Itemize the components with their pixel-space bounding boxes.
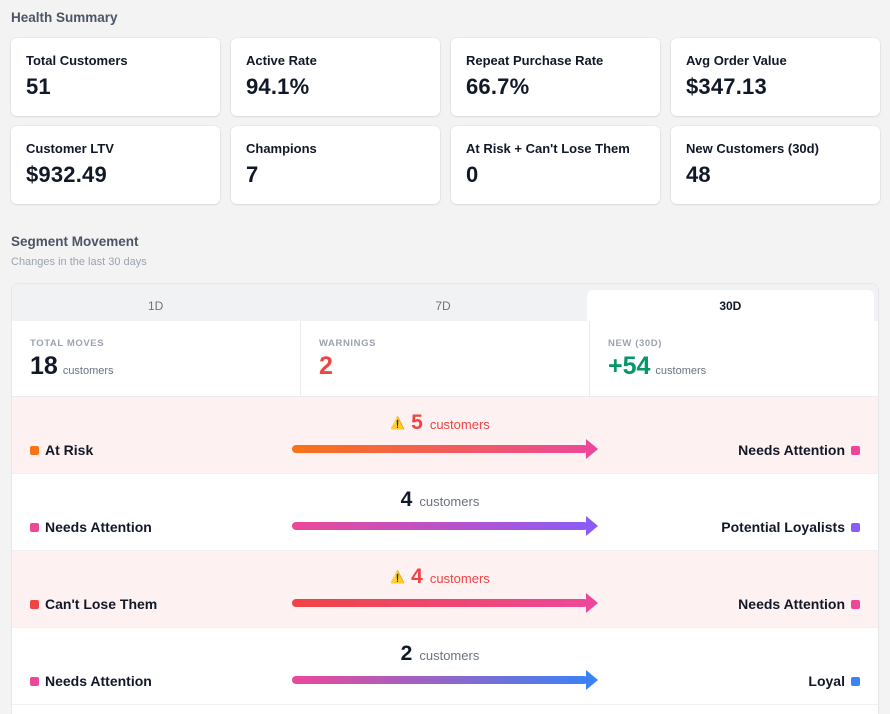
metric-card-customer-ltv: Customer LTV $932.49 — [11, 126, 220, 204]
stat-label: TOTAL MOVES — [30, 338, 105, 349]
from-segment-label: Can't Lose Them — [45, 596, 158, 612]
move-count: 4 — [411, 565, 423, 588]
segment-color-dot — [30, 599, 39, 609]
stat-unit: customers — [655, 365, 707, 377]
from-segment-label: Needs Attention — [45, 673, 152, 689]
segment-color-dot — [851, 599, 860, 609]
segment-color-dot — [851, 522, 860, 532]
metric-card-at-risk: At Risk + Can't Lose Them 0 — [451, 126, 660, 204]
metric-card-new-customers: New Customers (30d) 48 — [671, 126, 880, 204]
to-segment-label: Loyal — [808, 673, 845, 689]
metric-value: 66.7% — [466, 74, 530, 99]
to-segment: Potential Loyalists — [721, 519, 860, 535]
metric-card-champions: Champions 7 — [231, 126, 440, 204]
health-summary-cards: Total Customers 51 Active Rate 94.1% Rep… — [11, 38, 880, 204]
stat-warnings: WARNINGS 2 — [301, 321, 590, 396]
health-summary-title: Health Summary — [11, 10, 118, 25]
segment-color-dot — [851, 676, 860, 686]
move-count-unit: customers — [419, 494, 480, 509]
metric-card-avg-order-value: Avg Order Value $347.13 — [671, 38, 880, 116]
from-segment: Can't Lose Them — [30, 596, 157, 612]
movement-arrow-icon — [292, 516, 598, 536]
warning-icon: ⚠️ — [390, 570, 406, 584]
metric-value: 94.1% — [246, 74, 310, 99]
metric-label: Active Rate — [246, 53, 317, 68]
metric-value: $932.49 — [26, 162, 107, 187]
movement-row: 4 customers Needs Attention Potential Lo… — [12, 474, 878, 551]
segment-color-dot — [851, 445, 860, 455]
from-segment-label: Needs Attention — [45, 519, 152, 535]
from-segment-label: At Risk — [45, 442, 94, 458]
timeframe-tabs: 1D 7D 30D — [12, 284, 878, 321]
metric-card-total-customers: Total Customers 51 — [11, 38, 220, 116]
warning-icon: ⚠️ — [390, 416, 406, 430]
move-count: 5 — [411, 411, 423, 434]
from-segment: Needs Attention — [30, 673, 152, 689]
tab-30d[interactable]: 30D — [586, 290, 874, 321]
move-count-unit: customers — [429, 571, 490, 586]
move-count: 2 — [400, 642, 413, 665]
stat-new-30d: NEW (30D) +54 customers — [590, 321, 878, 396]
stat-label: WARNINGS — [319, 338, 377, 349]
metric-label: Repeat Purchase Rate — [466, 53, 604, 68]
stat-value: +54 — [608, 352, 651, 380]
movement-arrow-icon — [292, 439, 598, 459]
to-segment: Needs Attention — [738, 596, 860, 612]
segment-color-dot — [30, 445, 39, 455]
metric-label: Champions — [246, 141, 317, 156]
to-segment: Loyal — [808, 673, 860, 689]
stat-value: 18 — [30, 352, 58, 380]
to-segment: Needs Attention — [738, 442, 860, 458]
move-count-unit: customers — [419, 648, 480, 663]
segment-movement-title: Segment Movement — [11, 234, 139, 249]
movement-row: ⚠️ 5 customers At Risk Needs Attention — [12, 397, 878, 474]
metric-card-repeat-purchase-rate: Repeat Purchase Rate 66.7% — [451, 38, 660, 116]
metric-label: At Risk + Can't Lose Them — [466, 141, 630, 156]
from-segment: At Risk — [30, 442, 93, 458]
to-segment-label: Potential Loyalists — [721, 519, 845, 535]
metric-label: New Customers (30d) — [686, 141, 819, 156]
tab-7d[interactable]: 7D — [435, 298, 451, 313]
segment-movement-subtitle: Changes in the last 30 days — [11, 256, 147, 268]
metric-label: Avg Order Value — [686, 53, 787, 68]
metric-label: Total Customers — [26, 53, 128, 68]
stat-unit: customers — [62, 365, 114, 377]
metric-card-active-rate: Active Rate 94.1% — [231, 38, 440, 116]
metric-label: Customer LTV — [26, 141, 114, 156]
movement-stats: TOTAL MOVES 18 customers WARNINGS 2 NEW … — [12, 321, 878, 397]
movement-row: 2 customers Needs Attention Loyal — [12, 628, 878, 705]
movement-arrow-icon — [292, 670, 598, 690]
stat-value: 2 — [319, 352, 333, 380]
metric-value: $347.13 — [686, 74, 767, 99]
metric-value: 51 — [26, 74, 51, 99]
stat-label: NEW (30D) — [608, 338, 662, 349]
segment-color-dot — [30, 676, 39, 686]
movement-row: ⚠️ 4 customers Can't Lose Them Needs Att… — [12, 551, 878, 628]
movement-arrow-icon — [292, 593, 598, 613]
segment-color-dot — [30, 522, 39, 532]
metric-value: 48 — [686, 162, 711, 187]
tab-1d[interactable]: 1D — [147, 298, 164, 313]
move-count: 4 — [400, 488, 413, 511]
metric-value: 7 — [246, 162, 259, 187]
metric-value: 0 — [466, 162, 479, 187]
move-count-unit: customers — [429, 417, 490, 432]
to-segment-label: Needs Attention — [738, 442, 845, 458]
segment-movement-panel: 1D 7D 30D TOTAL MOVES 18 customers WARNI… — [11, 283, 879, 714]
to-segment-label: Needs Attention — [738, 596, 845, 612]
from-segment: Needs Attention — [30, 519, 152, 535]
stat-total-moves: TOTAL MOVES 18 customers — [12, 321, 301, 396]
